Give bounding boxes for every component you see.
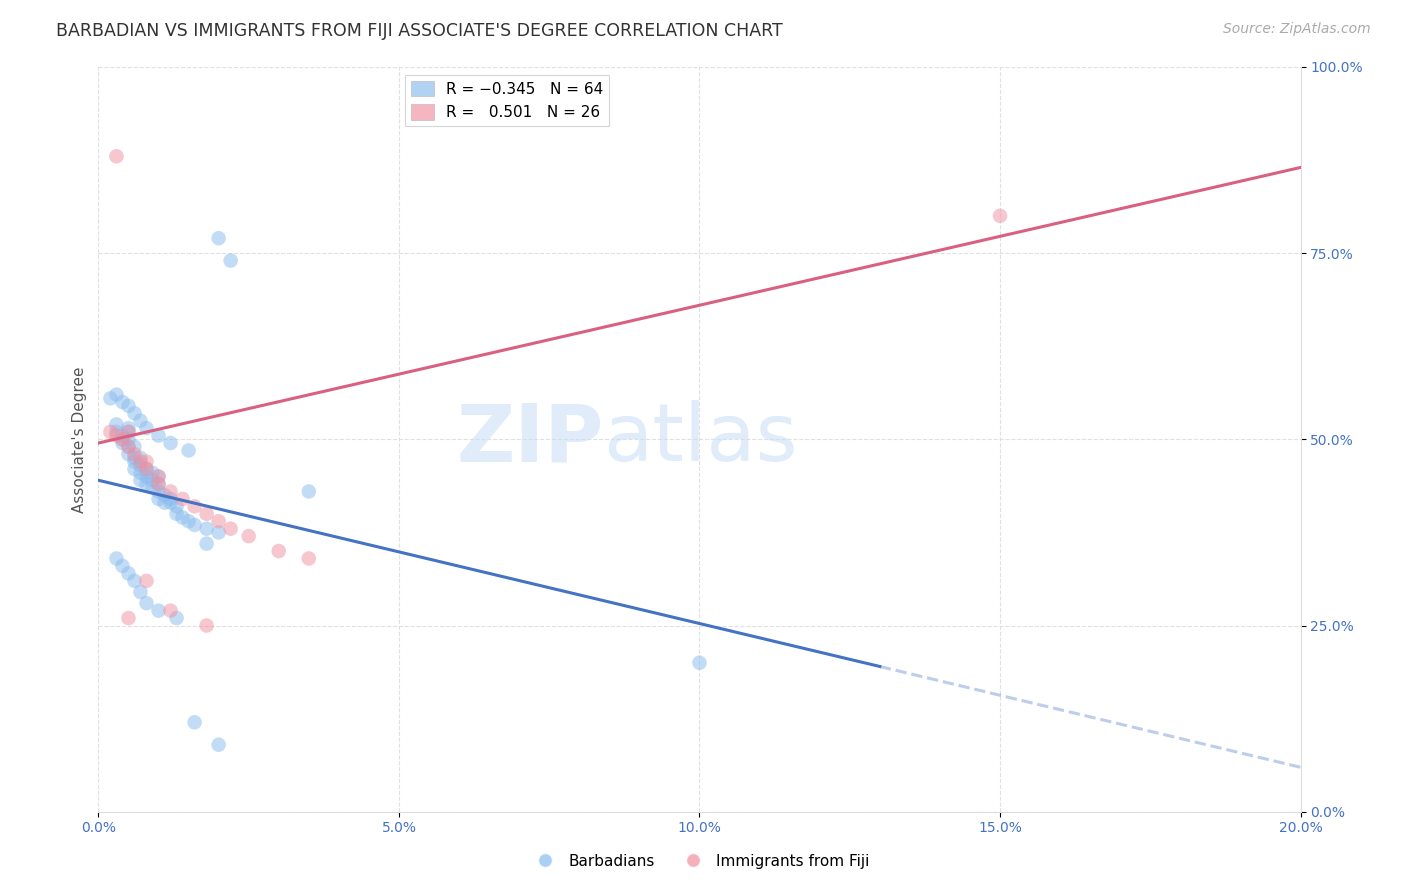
Point xyxy=(135,477,157,491)
Point xyxy=(129,414,152,428)
Point xyxy=(135,574,157,588)
Point xyxy=(148,484,170,499)
Point xyxy=(208,525,231,540)
Text: Source: ZipAtlas.com: Source: ZipAtlas.com xyxy=(1223,22,1371,37)
Point xyxy=(105,387,128,401)
Point xyxy=(195,536,218,550)
Point xyxy=(166,500,188,514)
Point xyxy=(688,656,710,670)
Point xyxy=(988,209,1011,223)
Point xyxy=(111,433,134,447)
Legend: Barbadians, Immigrants from Fiji: Barbadians, Immigrants from Fiji xyxy=(524,847,875,875)
Point xyxy=(117,425,139,439)
Point xyxy=(105,428,128,442)
Point xyxy=(298,551,321,566)
Point xyxy=(124,406,146,420)
Point xyxy=(117,433,139,447)
Point xyxy=(135,462,157,476)
Point xyxy=(117,440,139,454)
Point xyxy=(166,611,188,625)
Point xyxy=(208,514,231,528)
Point xyxy=(238,529,260,543)
Point xyxy=(148,477,170,491)
Point xyxy=(172,491,194,506)
Point xyxy=(159,491,181,506)
Point xyxy=(124,574,146,588)
Point xyxy=(105,551,128,566)
Point xyxy=(105,417,128,432)
Point xyxy=(208,738,231,752)
Text: ZIP: ZIP xyxy=(456,401,603,478)
Point xyxy=(148,477,170,491)
Point xyxy=(153,495,176,509)
Point xyxy=(177,514,200,528)
Point xyxy=(219,522,242,536)
Point xyxy=(117,399,139,413)
Point xyxy=(117,425,139,439)
Point xyxy=(117,611,139,625)
Point xyxy=(135,421,157,435)
Point xyxy=(105,425,128,439)
Y-axis label: Associate's Degree: Associate's Degree xyxy=(72,366,87,513)
Point xyxy=(148,469,170,483)
Point xyxy=(195,522,218,536)
Point xyxy=(117,421,139,435)
Point xyxy=(159,484,181,499)
Point xyxy=(111,558,134,573)
Point xyxy=(135,469,157,483)
Point xyxy=(117,566,139,581)
Point xyxy=(135,462,157,476)
Point xyxy=(100,425,122,439)
Point xyxy=(117,447,139,461)
Point xyxy=(129,450,152,465)
Point xyxy=(159,436,181,450)
Point xyxy=(153,488,176,502)
Point xyxy=(148,491,170,506)
Point xyxy=(117,440,139,454)
Point xyxy=(111,395,134,409)
Point xyxy=(148,604,170,618)
Point xyxy=(129,585,152,599)
Point xyxy=(159,495,181,509)
Point xyxy=(124,447,146,461)
Point xyxy=(129,458,152,473)
Point xyxy=(124,440,146,454)
Point xyxy=(219,253,242,268)
Point xyxy=(124,462,146,476)
Point xyxy=(124,450,146,465)
Point xyxy=(172,510,194,524)
Point xyxy=(129,466,152,480)
Point xyxy=(129,473,152,487)
Point xyxy=(195,507,218,521)
Point xyxy=(208,231,231,245)
Point xyxy=(166,507,188,521)
Point xyxy=(183,715,205,730)
Point xyxy=(141,466,163,480)
Point xyxy=(100,392,122,406)
Point xyxy=(195,618,218,632)
Point xyxy=(111,428,134,442)
Point xyxy=(298,484,321,499)
Point xyxy=(111,436,134,450)
Point xyxy=(148,428,170,442)
Text: atlas: atlas xyxy=(603,401,797,478)
Point xyxy=(135,596,157,610)
Point xyxy=(135,455,157,469)
Point xyxy=(124,455,146,469)
Point xyxy=(105,149,128,163)
Point xyxy=(183,518,205,533)
Point xyxy=(111,433,134,447)
Point xyxy=(159,604,181,618)
Point xyxy=(129,455,152,469)
Point xyxy=(141,473,163,487)
Point xyxy=(141,481,163,495)
Point xyxy=(267,544,290,558)
Text: BARBADIAN VS IMMIGRANTS FROM FIJI ASSOCIATE'S DEGREE CORRELATION CHART: BARBADIAN VS IMMIGRANTS FROM FIJI ASSOCI… xyxy=(56,22,783,40)
Point xyxy=(183,500,205,514)
Point xyxy=(177,443,200,458)
Point xyxy=(148,469,170,483)
